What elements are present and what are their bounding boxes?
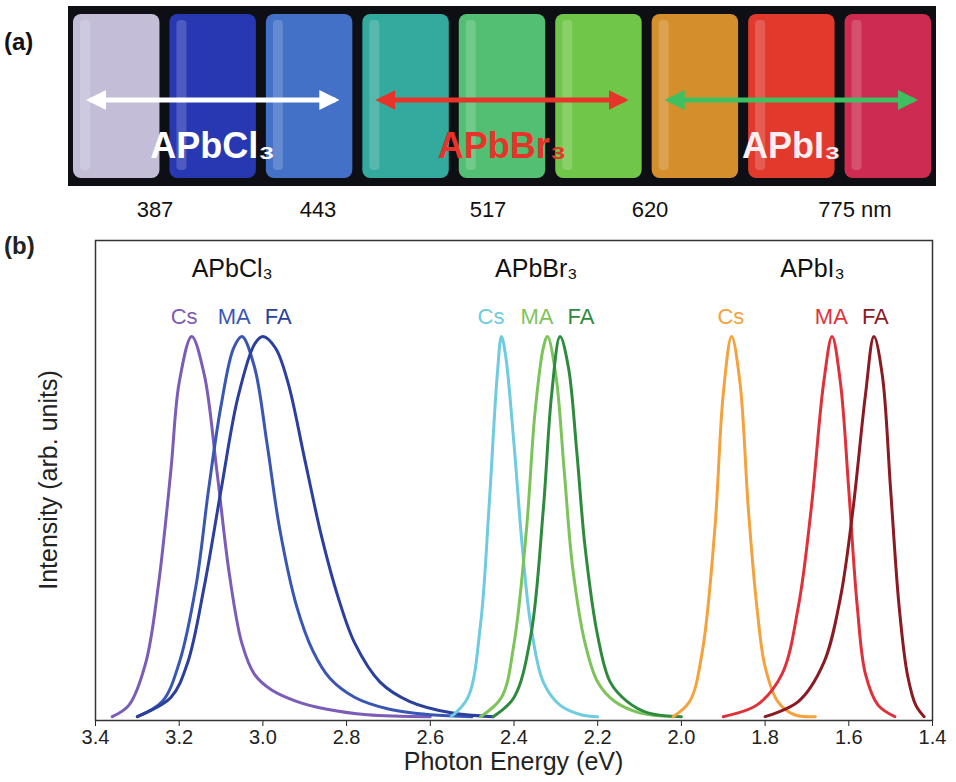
svg-text:3.4: 3.4 <box>82 726 110 748</box>
html-text:Intensity (arb. units): Intensity (arb. units) <box>33 370 62 590</box>
svg-text:FA: FA <box>265 304 292 329</box>
svg-text:APbCl₃: APbCl₃ <box>150 125 275 166</box>
svg-text:620: 620 <box>632 197 669 222</box>
svg-text:387: 387 <box>137 197 174 222</box>
svg-text:MA: MA <box>218 304 251 329</box>
svg-text:2.4: 2.4 <box>500 726 528 748</box>
svg-text:APbI₃: APbI₃ <box>780 254 844 282</box>
svg-text:1.8: 1.8 <box>751 726 779 748</box>
svg-text:FA: FA <box>862 304 889 329</box>
svg-text:Cs: Cs <box>478 304 505 329</box>
svg-text:1.6: 1.6 <box>835 726 863 748</box>
svg-text:MA: MA <box>815 304 848 329</box>
svg-text:MA: MA <box>520 304 553 329</box>
html-text:Photon Energy (eV): Photon Energy (eV) <box>403 747 624 775</box>
svg-text:2.2: 2.2 <box>584 726 612 748</box>
svg-text:(a): (a) <box>4 28 33 55</box>
svg-text:3.0: 3.0 <box>249 726 277 748</box>
svg-text:2.0: 2.0 <box>667 726 695 748</box>
svg-text:APbI₃: APbI₃ <box>742 125 841 166</box>
svg-text:Cs: Cs <box>171 304 198 329</box>
svg-text:FA: FA <box>568 304 595 329</box>
svg-text:517: 517 <box>470 197 507 222</box>
svg-text:2.6: 2.6 <box>416 726 444 748</box>
html-text:(b): (b) <box>4 232 35 259</box>
svg-text:APbBr₃: APbBr₃ <box>495 254 577 282</box>
svg-text:1.4: 1.4 <box>919 726 947 748</box>
svg-text:APbCl₃: APbCl₃ <box>192 254 273 282</box>
svg-text:APbBr₃: APbBr₃ <box>438 125 567 166</box>
svg-text:3.2: 3.2 <box>165 726 193 748</box>
svg-text:443: 443 <box>300 197 337 222</box>
svg-text:2.8: 2.8 <box>333 726 361 748</box>
svg-text:Cs: Cs <box>717 304 744 329</box>
svg-text:775 nm: 775 nm <box>818 197 891 222</box>
